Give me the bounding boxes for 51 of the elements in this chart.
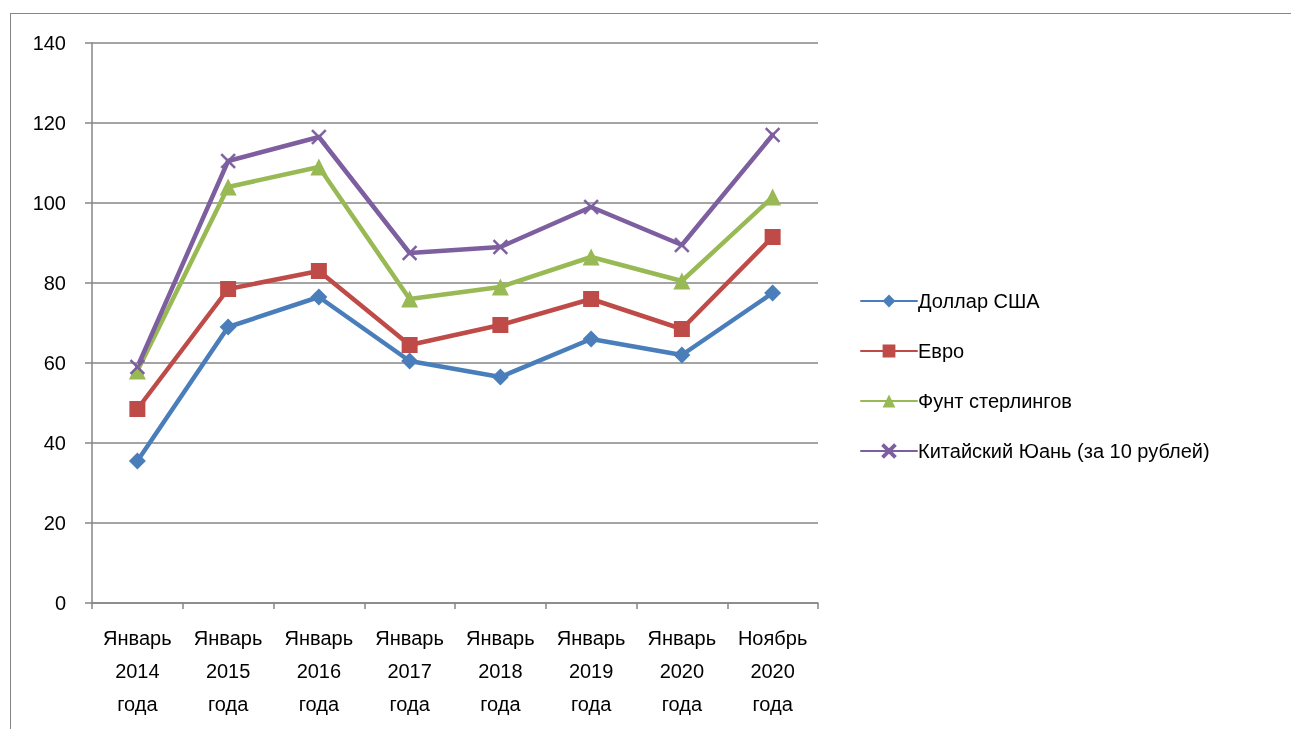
y-tick-label: 120 xyxy=(32,112,66,134)
y-tick-label: 20 xyxy=(43,512,66,534)
point xyxy=(764,284,782,302)
point xyxy=(128,452,146,470)
point xyxy=(583,199,599,215)
point xyxy=(492,317,509,333)
x-tick-label: Январь 2020 года xyxy=(647,626,717,715)
point xyxy=(401,352,419,370)
point xyxy=(401,290,419,308)
point xyxy=(764,229,781,245)
point xyxy=(764,127,781,143)
point xyxy=(491,368,509,386)
point xyxy=(491,278,509,296)
y-tick-label: 60 xyxy=(43,352,66,374)
y-tick-label: 80 xyxy=(43,272,66,294)
point xyxy=(310,158,328,176)
legend-label: Евро xyxy=(918,340,965,362)
y-tick-label: 100 xyxy=(32,192,66,214)
y-tick-label: 140 xyxy=(32,32,66,54)
point xyxy=(583,291,600,307)
point xyxy=(310,263,327,279)
point xyxy=(219,178,237,196)
x-tick-label: Январь 2017 года xyxy=(375,626,444,715)
point xyxy=(401,337,418,353)
x-tick-label: Январь 2018 года xyxy=(466,626,535,715)
y-tick-label: 40 xyxy=(43,432,66,454)
point xyxy=(401,245,418,261)
legend-label: Китайский Юань (за 10 рублей) xyxy=(918,440,1210,462)
x-tick-label: Январь 2015 года xyxy=(193,626,263,715)
point xyxy=(219,318,237,336)
y-tick-label: 0 xyxy=(54,592,66,614)
point xyxy=(764,188,782,206)
x-tick-label: Ноябрь 2020 года xyxy=(737,626,808,715)
point xyxy=(129,401,146,417)
point xyxy=(582,330,600,348)
point xyxy=(311,129,327,145)
point xyxy=(220,281,237,297)
point xyxy=(582,248,600,266)
legend-label: Фунт стерлингов xyxy=(918,390,1072,412)
point xyxy=(673,321,690,337)
point xyxy=(492,239,509,255)
point xyxy=(673,272,691,290)
x-tick-label: Январь 2016 года xyxy=(284,626,354,715)
point xyxy=(310,288,328,306)
point xyxy=(220,153,236,169)
point xyxy=(673,346,691,364)
x-tick-label: Январь 2019 года xyxy=(556,626,626,715)
point xyxy=(129,359,146,375)
x-tick-label: Январь 2014 года xyxy=(103,626,172,715)
point xyxy=(674,237,690,253)
legend-label: Доллар США xyxy=(918,290,1041,312)
